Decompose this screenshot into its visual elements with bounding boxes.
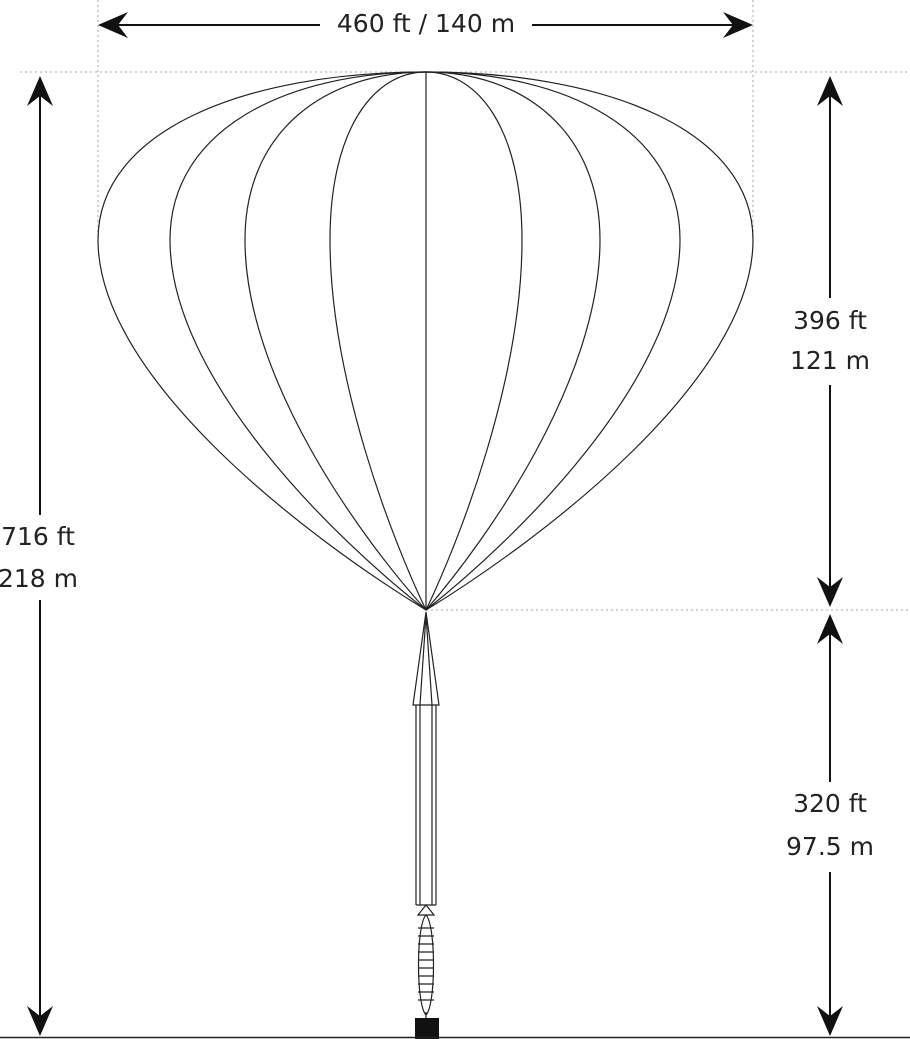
balloon-envelope: [97, 71, 754, 611]
arrowhead: [723, 12, 753, 38]
arrowhead: [817, 76, 843, 106]
arrowhead: [27, 1006, 53, 1036]
gore: [97, 71, 427, 611]
flight-train: [0, 611, 910, 1039]
gore: [425, 71, 523, 611]
gore: [425, 71, 601, 611]
balloon-height-m: 121 m: [790, 346, 870, 375]
width-label: 460 ft / 140 m: [337, 9, 515, 38]
total-height-m: 218 m: [0, 564, 78, 593]
guide-lines: [20, 0, 910, 611]
train-height-ft: 320 ft: [793, 789, 867, 818]
arrowhead: [27, 76, 53, 106]
arrowhead: [817, 577, 843, 607]
arrowhead: [817, 614, 843, 644]
gore: [425, 71, 681, 611]
train-height-m: 97.5 m: [786, 832, 874, 861]
gore: [169, 71, 427, 611]
gore: [244, 71, 427, 611]
arrowhead: [817, 1006, 843, 1036]
gore: [425, 71, 754, 611]
total-height-ft: 716 ft: [1, 522, 75, 551]
arrowhead: [98, 12, 128, 38]
gore: [329, 71, 427, 611]
balloon-height-ft: 396 ft: [793, 306, 867, 335]
dimension-arrows: [27, 12, 843, 1036]
